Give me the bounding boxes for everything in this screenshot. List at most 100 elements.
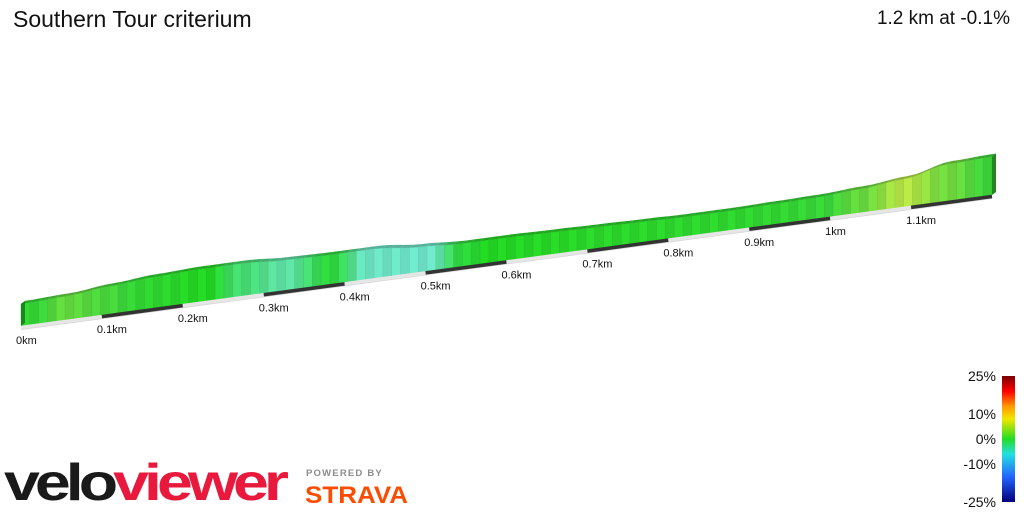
legend-label: 25% [968, 368, 996, 384]
profile-slab [585, 227, 595, 251]
profile-slab [868, 185, 878, 212]
distance-segment [587, 238, 669, 253]
distance-tick-label: 1km [825, 226, 846, 238]
profile-top [630, 219, 643, 224]
profile-top [197, 265, 211, 270]
profile-top [974, 154, 988, 160]
distance-segment [749, 216, 831, 231]
profile-top [135, 275, 149, 281]
distance-segment [182, 293, 264, 308]
profile-slab [797, 198, 807, 222]
profile-top [259, 258, 273, 262]
profile-slab [938, 163, 949, 203]
profile-top [338, 249, 352, 254]
profile-slab [320, 254, 331, 286]
profile-top [550, 228, 564, 233]
profile-slab [38, 298, 48, 324]
distance-segment [101, 303, 184, 319]
profile-top [356, 247, 370, 252]
profile-top [506, 233, 520, 238]
distance-segment [344, 271, 426, 286]
profile-slab [921, 169, 931, 205]
profile-slab [726, 209, 737, 231]
profile-slab [179, 270, 189, 305]
profile-slab [877, 182, 887, 211]
legend-label: -25% [963, 494, 996, 510]
profile-slab [400, 247, 410, 276]
profile-slab [329, 253, 339, 285]
profile-slab [82, 289, 92, 318]
profile-slab [356, 249, 366, 281]
profile-slab [409, 246, 419, 274]
profile-slab [294, 257, 304, 290]
profile-top [886, 177, 899, 183]
profile-slab [947, 162, 957, 202]
profile-top [91, 284, 105, 291]
profile-slab [912, 173, 922, 206]
distance-tick-label: 0.5km [421, 280, 451, 292]
profile-slab [965, 159, 975, 199]
profile-top [568, 226, 582, 231]
profile-top [391, 244, 405, 248]
profile-slab [435, 244, 445, 271]
profile-top [771, 199, 785, 205]
profile-top [691, 211, 705, 216]
distance-segment [829, 205, 912, 221]
strava-wordmark: STRAVA [305, 482, 408, 509]
profile-slab [903, 176, 913, 208]
profile-top [480, 236, 493, 242]
distance-tick-label: 0.8km [663, 248, 693, 260]
profile-slab [541, 232, 551, 256]
profile-top [585, 224, 599, 229]
profile-top [524, 231, 537, 236]
profile-top [877, 179, 891, 186]
profile-slab [241, 262, 251, 297]
route-summary: 1.2 km at -0.1% [876, 8, 1010, 29]
profile-top [903, 173, 917, 180]
profile-slab [594, 225, 604, 249]
profile-slab [109, 284, 119, 315]
profile-slab [391, 247, 401, 277]
profile-top [806, 194, 820, 199]
profile-top [374, 245, 387, 249]
distance-segment [425, 260, 507, 275]
profile-slab [523, 234, 534, 259]
profile-slab [612, 224, 622, 247]
profile-slab [629, 221, 640, 245]
distance-segment [263, 282, 345, 297]
profile-slab [418, 245, 428, 273]
profile-top [109, 281, 123, 287]
profile-slab [197, 267, 207, 303]
profile-slab [170, 272, 181, 306]
profile-top [762, 201, 776, 206]
profile-slab [815, 195, 825, 220]
profile-top [515, 232, 529, 237]
distance-segment [506, 249, 588, 264]
profile-slab [135, 278, 145, 311]
profile-top [674, 214, 688, 219]
distance-tick-label: 0.2km [178, 313, 208, 325]
profile-slab [64, 294, 75, 321]
profile-top [736, 205, 749, 210]
profile-top [56, 293, 70, 298]
profile-top [435, 242, 449, 246]
profile-top [188, 266, 202, 271]
distance-segment [668, 227, 750, 242]
profile-slab [532, 233, 543, 258]
profile-top [294, 254, 308, 259]
profile-slab [206, 266, 216, 302]
profile-top [647, 217, 661, 222]
profile-top [718, 208, 732, 213]
profile-top [797, 195, 811, 201]
profile-slab [982, 156, 993, 197]
profile-slab [974, 157, 984, 198]
profile-top [815, 193, 829, 198]
distance-ticks: 0km 0.1km 0.2km 0.3km 0.4km 0.5km 0.6km 0.7km 0.… [16, 194, 993, 347]
profile-slab [735, 208, 746, 230]
profile-top [947, 159, 961, 165]
profile-top [841, 187, 855, 193]
profile-top [939, 161, 952, 167]
profile-top [241, 259, 255, 264]
profile-top [894, 176, 908, 181]
profile-top [612, 221, 626, 226]
